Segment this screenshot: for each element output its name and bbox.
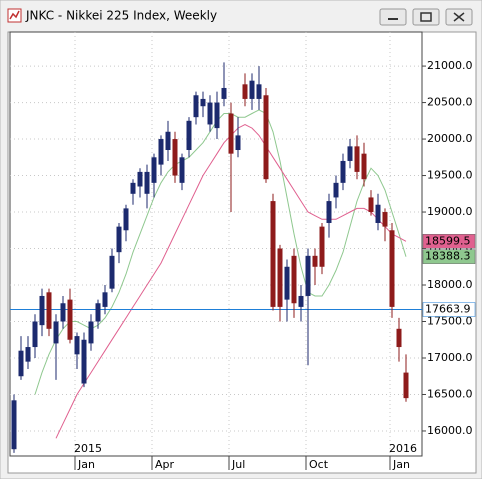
candle-body [130, 182, 136, 194]
candle-body [319, 226, 325, 267]
candle-body [46, 292, 52, 329]
maximize-glyph [420, 12, 432, 22]
candle-body [186, 120, 192, 151]
candle-body [270, 201, 276, 307]
candle-body [88, 321, 94, 344]
candle-body [179, 157, 185, 183]
ma-long-label-box [422, 234, 476, 249]
candle-body [242, 84, 248, 99]
y-tick-label: 17000.0 [427, 351, 473, 364]
candle-body [67, 299, 73, 340]
candle-body [389, 230, 395, 307]
candle-body [340, 160, 346, 183]
x-tick-label: Apr [155, 458, 175, 471]
y-tick-label: 19500.0 [427, 169, 473, 182]
candle-body [249, 80, 255, 99]
candle-body [221, 87, 227, 99]
candle-body [39, 295, 45, 326]
y-tick-label: 16000.0 [427, 424, 473, 437]
candle-body [326, 201, 332, 223]
x-tick-label: Oct [309, 458, 329, 471]
candle-body [375, 204, 381, 223]
candle-body [109, 255, 115, 289]
candle-body [368, 197, 374, 213]
candle-body [172, 139, 178, 176]
candle-body [95, 303, 101, 322]
window-title: JNKC - Nikkei 225 Index, Weekly [25, 9, 217, 23]
candle-body [291, 255, 297, 304]
candle-body [256, 84, 262, 99]
close-glyph [453, 12, 465, 22]
candle-body [193, 95, 199, 118]
y-tick-label: 16500.0 [427, 387, 473, 400]
candle-body [312, 255, 318, 267]
candle-body [207, 102, 213, 125]
ma-short-label: 18388.3 [425, 250, 471, 263]
candle-body [60, 303, 66, 322]
price-line-label: 17663.9 [425, 303, 471, 316]
candle-body [102, 292, 108, 307]
y-tick-label: 21000.0 [427, 59, 473, 72]
candle-body [298, 295, 304, 307]
y-tick-label: 20000.0 [427, 132, 473, 145]
candle-body [151, 157, 157, 183]
y-tick-label: 19000.0 [427, 205, 473, 218]
candle-body [144, 171, 150, 194]
ma-long-label: 18599.5 [425, 234, 471, 247]
candle-body [18, 350, 24, 377]
candle-body [116, 226, 122, 253]
candle-body [382, 212, 388, 227]
moving-average-line [34, 109, 407, 395]
y-tick-label: 18000.0 [427, 278, 473, 291]
candle-body [11, 400, 17, 450]
y-tick-label: 17500.0 [427, 315, 473, 328]
plot-area [9, 31, 423, 457]
candle-body [284, 266, 290, 300]
candle-body [305, 255, 311, 296]
y-tick-label: 20500.0 [427, 96, 473, 109]
candle-body [137, 171, 143, 187]
candle-body [396, 328, 402, 348]
ma-short-label-box [422, 249, 476, 264]
candle-body [235, 135, 241, 151]
candle-body [200, 98, 206, 107]
candle-body [74, 336, 80, 355]
year-label: 2016 [389, 442, 417, 455]
candle-body [165, 131, 171, 151]
candle-body [53, 321, 59, 344]
x-tick-label: Jan [77, 458, 95, 471]
window-icon-glyph [9, 10, 20, 20]
candle-body [361, 153, 367, 180]
candle-body [354, 146, 360, 172]
candle-body [214, 102, 220, 129]
candle-body [347, 146, 353, 161]
maximize-button[interactable] [412, 8, 440, 26]
candle-body [277, 248, 283, 307]
candle-body [228, 113, 234, 154]
x-tick-label: Jul [231, 458, 245, 471]
x-tick-label: Jan [392, 458, 410, 471]
candle-body [123, 208, 129, 231]
candle-body [32, 321, 38, 348]
price-line-label-box [422, 302, 476, 317]
candle-body [81, 339, 87, 384]
minimize-button[interactable] [379, 8, 407, 26]
candle-body [403, 372, 409, 399]
candle-body [333, 182, 339, 198]
candle-body [25, 347, 31, 362]
candle-body [263, 95, 269, 180]
candle-body [158, 139, 164, 165]
year-label: 2015 [74, 442, 102, 455]
